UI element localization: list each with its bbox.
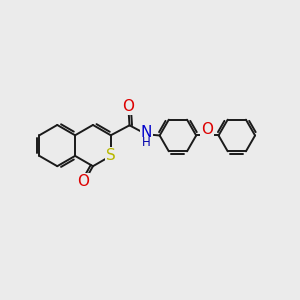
Text: O: O (122, 99, 134, 114)
Text: O: O (77, 174, 89, 189)
Text: N: N (141, 125, 152, 140)
Text: H: H (142, 136, 151, 149)
Text: S: S (106, 148, 116, 164)
Text: O: O (201, 122, 213, 136)
